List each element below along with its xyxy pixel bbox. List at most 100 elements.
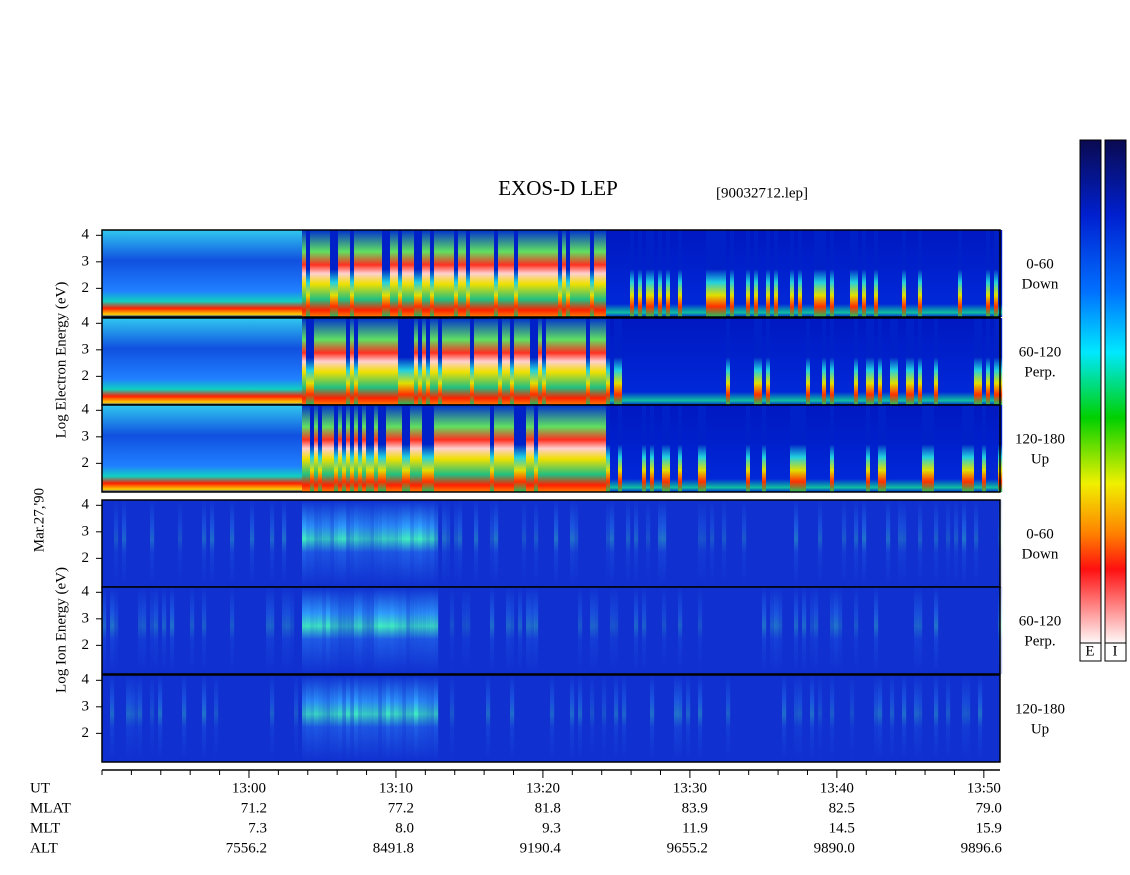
spectrogram-cell	[866, 405, 871, 492]
spectrogram-cell	[834, 587, 839, 674]
spectrogram-cell	[350, 405, 355, 492]
spectrogram-cell	[982, 230, 987, 317]
ephemeris-label: MLT	[30, 820, 60, 836]
spectrogram-cell	[582, 230, 587, 317]
spectrogram-cell	[422, 675, 427, 762]
spectrogram-cell	[810, 405, 815, 492]
spectrogram-cell	[966, 318, 971, 405]
spectrogram-cell	[350, 587, 355, 674]
spectrogram-cell	[302, 587, 307, 674]
spectrogram-cell	[766, 405, 771, 492]
spectrogram-cell	[622, 318, 627, 405]
spectrogram-cell	[946, 405, 951, 492]
spectrogram-cell	[398, 230, 403, 317]
spectrogram-cell	[374, 230, 379, 317]
spectrogram-cell	[518, 318, 523, 405]
spectrogram-cell	[306, 230, 311, 317]
spectrogram-cell	[634, 318, 639, 405]
panel-label: 0-60	[1026, 256, 1054, 272]
spectrogram-cell	[358, 500, 363, 587]
spectrogram-cell	[938, 318, 943, 405]
spectrogram-cell	[178, 500, 183, 587]
spectrogram-cell	[518, 405, 523, 492]
spectrogram-cell	[142, 405, 147, 492]
spectrogram-cell	[882, 230, 887, 317]
spectrogram-cell	[414, 587, 419, 674]
spectrogram-cell	[674, 675, 679, 762]
spectrogram-cell	[914, 230, 919, 317]
spectrogram-cell	[294, 230, 299, 317]
spectrogram-cell	[478, 405, 483, 492]
spectrogram-cell	[214, 405, 219, 492]
panel-background	[102, 587, 1000, 674]
spectrogram-cell	[630, 405, 635, 492]
spectrogram-cell	[402, 405, 407, 492]
spectrogram-cell	[898, 230, 903, 317]
spectrogram-cell	[330, 405, 335, 492]
spectrogram-cell	[914, 405, 919, 492]
spectrogram-cell	[758, 405, 763, 492]
spectrogram-cell	[706, 318, 711, 405]
spectrogram-cell	[338, 587, 343, 674]
spectrogram-cell	[930, 318, 935, 405]
spectrogram-cell	[378, 318, 383, 405]
spectrogram-cell	[458, 500, 463, 587]
spectrogram-cell	[602, 405, 607, 492]
spectrogram-cell	[346, 587, 351, 674]
spectrogram-cell	[394, 675, 399, 762]
panel-frame	[101, 404, 1001, 493]
panel-frame	[101, 586, 1001, 675]
spectrogram-cell	[850, 405, 855, 492]
spectrogram-cell	[470, 230, 475, 317]
spectrogram-cell	[950, 318, 955, 405]
spectrogram-cell	[126, 230, 131, 317]
colorbar-box	[1079, 642, 1102, 662]
spectrogram-cell	[918, 587, 923, 674]
spectrogram-cell	[202, 500, 207, 587]
spectrogram-cell	[870, 405, 875, 492]
spectrogram-cell	[346, 405, 351, 492]
spectrogram-cell	[306, 587, 311, 674]
spectrogram-cell	[462, 318, 467, 405]
spectrogram-cell	[650, 230, 655, 317]
spectrogram-cell	[926, 405, 931, 492]
spectrogram-cell	[606, 500, 611, 587]
spectrogram-cell	[390, 230, 395, 317]
spectrogram-cell	[678, 587, 683, 674]
spectrogram-cell	[490, 230, 495, 317]
spectrogram-cell	[234, 405, 239, 492]
spectrogram-cell	[378, 230, 383, 317]
spectrogram-cell	[290, 318, 295, 405]
spectrogram-cell	[362, 230, 367, 317]
spectrogram-cell	[322, 318, 327, 405]
spectrogram-cell	[874, 675, 879, 762]
spectrogram-cell	[526, 230, 531, 317]
spectrogram-cell	[334, 318, 339, 405]
spectrogram-cell	[138, 318, 143, 405]
spectrogram-cell	[194, 230, 199, 317]
spectrogram-cell	[642, 230, 647, 317]
spectrogram-cell	[414, 318, 419, 405]
spectrogram-cell	[150, 405, 155, 492]
spectrogram-cell	[358, 230, 363, 317]
spectrogram-cell	[366, 675, 371, 762]
spectrogram-cell	[498, 230, 503, 317]
spectrogram-cell	[162, 587, 167, 674]
spectrogram-cell	[350, 230, 355, 317]
spectrogram-cell	[838, 587, 843, 674]
spectrogram-cell	[298, 405, 303, 492]
panel-label: 60-120	[1019, 613, 1062, 629]
spectrogram-cell	[626, 405, 631, 492]
spectrogram-cell	[750, 230, 755, 317]
spectrogram-panel	[101, 404, 1003, 493]
spectrogram-cell	[414, 675, 419, 762]
spectrogram-cell	[938, 405, 943, 492]
spectrogram-cell	[554, 405, 559, 492]
spectrogram-cell	[314, 587, 319, 674]
colorbar-label: E	[1085, 643, 1094, 659]
spectrogram-cell	[410, 230, 415, 317]
spectrogram-cell	[442, 500, 447, 587]
spectrogram-cell	[314, 405, 319, 492]
spectrogram-cell	[878, 675, 883, 762]
spectrogram-cell	[482, 230, 487, 317]
